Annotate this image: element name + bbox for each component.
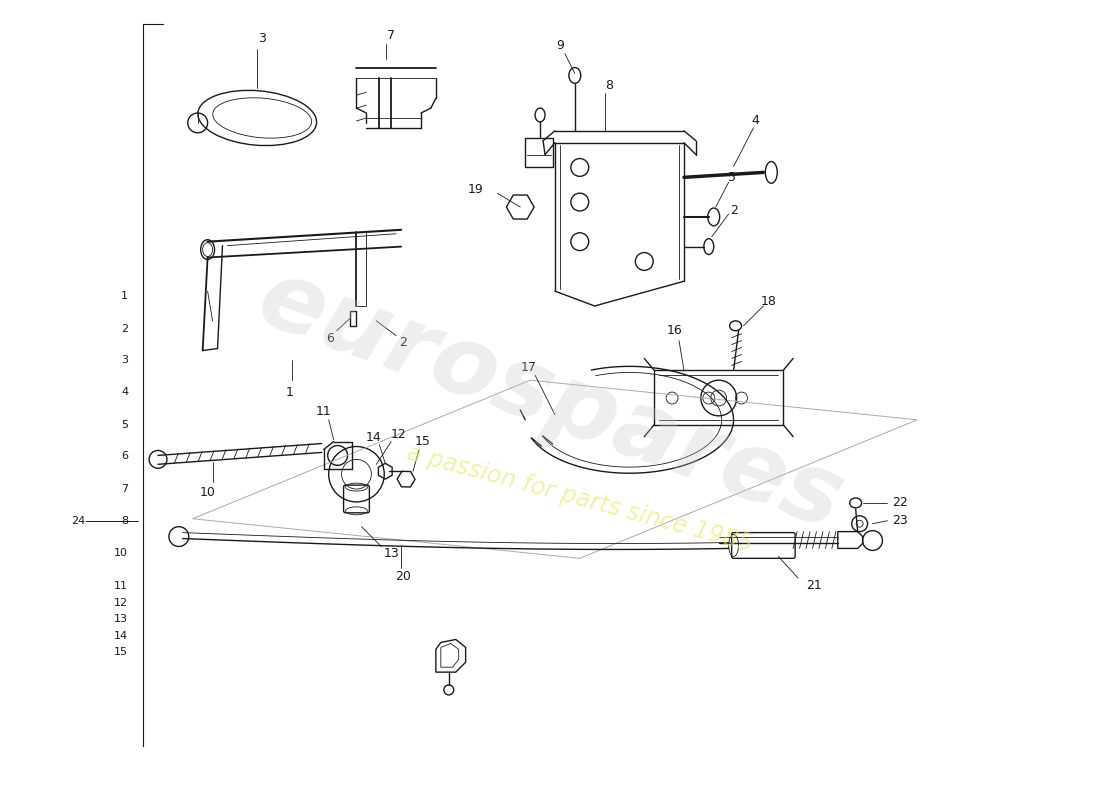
Text: 19: 19 [468,182,484,196]
Text: 17: 17 [520,361,536,374]
Text: 15: 15 [114,647,129,658]
Text: 18: 18 [760,294,777,307]
Text: 10: 10 [114,548,129,558]
Text: 5: 5 [121,420,129,430]
Text: 14: 14 [114,630,129,641]
Text: 9: 9 [556,39,564,52]
Text: 21: 21 [806,578,822,591]
Text: 6: 6 [326,332,333,345]
Text: 13: 13 [383,547,399,560]
Text: 20: 20 [395,570,411,582]
Text: 2: 2 [399,336,407,349]
Text: 11: 11 [114,581,129,591]
Text: 12: 12 [390,428,406,441]
Text: 8: 8 [605,79,614,92]
Text: 3: 3 [258,32,266,46]
Text: 10: 10 [200,486,216,498]
Text: 4: 4 [751,114,759,127]
Text: 13: 13 [114,614,129,624]
Text: 6: 6 [121,451,129,462]
Text: 7: 7 [387,30,395,42]
Text: 2: 2 [729,203,737,217]
Text: 1: 1 [286,386,294,398]
Text: 8: 8 [121,516,129,526]
Text: 14: 14 [365,431,382,444]
Text: 7: 7 [121,484,129,494]
Text: 11: 11 [316,406,331,418]
Text: 15: 15 [415,435,431,448]
Text: 3: 3 [121,355,129,366]
Text: 22: 22 [892,497,909,510]
Text: 24: 24 [72,516,86,526]
Text: 16: 16 [667,324,682,338]
Text: 1: 1 [121,291,129,301]
Text: 12: 12 [114,598,129,608]
Text: 2: 2 [121,324,129,334]
Text: a passion for parts since 1985: a passion for parts since 1985 [405,441,756,557]
Text: 23: 23 [892,514,909,527]
Text: eurospares: eurospares [245,251,855,549]
Text: 4: 4 [121,387,129,397]
Text: 5: 5 [727,171,736,184]
